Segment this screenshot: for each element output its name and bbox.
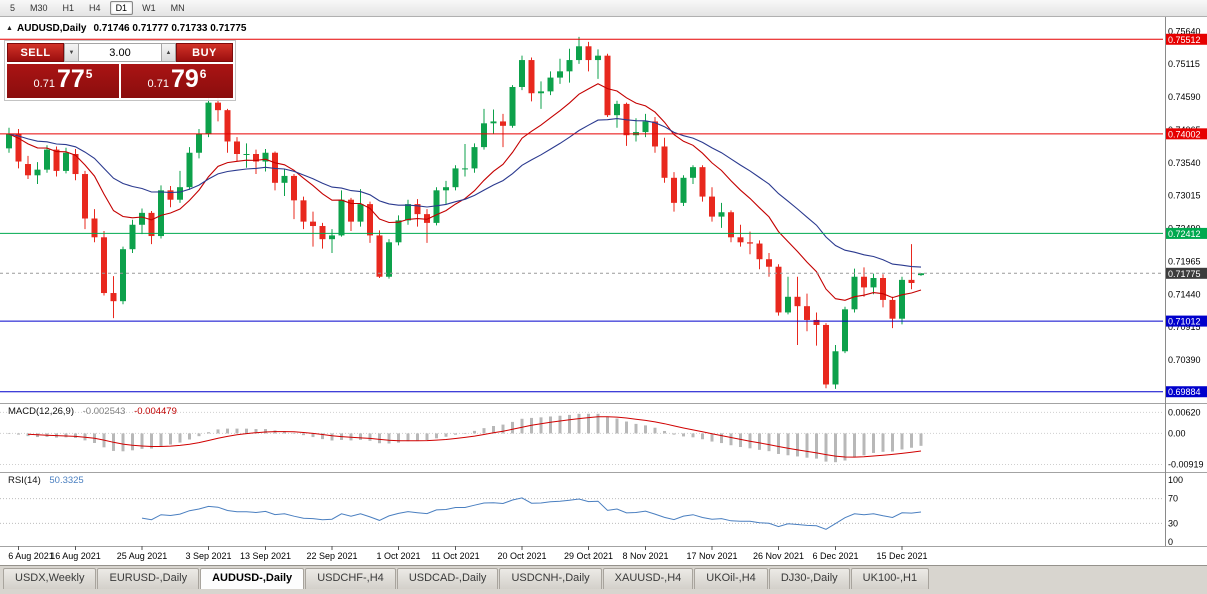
- buy-price-big: 79: [170, 65, 199, 93]
- svg-text:0.00: 0.00: [1168, 428, 1186, 438]
- sell-button[interactable]: SELL: [7, 43, 64, 62]
- buy-price-prefix: 0.71: [147, 78, 169, 90]
- rsi-name: RSI(14): [8, 475, 41, 486]
- chart-symbol-period: AUDUSD,Daily: [17, 23, 87, 34]
- svg-text:0.71775: 0.71775: [1168, 269, 1201, 279]
- svg-text:16 Aug 2021: 16 Aug 2021: [50, 551, 101, 561]
- buy-price-pip: 6: [199, 67, 207, 81]
- svg-text:0.75512: 0.75512: [1168, 35, 1201, 45]
- one-click-trading-panel: SELL ▼ ▲ BUY 0.71 77 5 0.71 79 6: [4, 40, 236, 101]
- candles-layer: [6, 36, 924, 389]
- price-line-labels: 0.75512 0.74002 0.72412 0.71012 0.69884 0.717…: [1166, 33, 1207, 398]
- svg-text:0.69884: 0.69884: [1168, 387, 1201, 397]
- svg-text:-0.00919: -0.00919: [1168, 460, 1204, 470]
- chevron-up-icon: ▲: [165, 49, 172, 56]
- collapse-panel-icon[interactable]: ▲: [6, 25, 13, 32]
- svg-text:0.73540: 0.73540: [1168, 158, 1201, 168]
- svg-text:20 Oct 2021: 20 Oct 2021: [497, 551, 546, 561]
- sell-price-pip: 5: [85, 67, 93, 81]
- svg-text:0.74590: 0.74590: [1168, 92, 1201, 102]
- sell-price-prefix: 0.71: [33, 78, 55, 90]
- macd-indicator-label: MACD(12,26,9) -0.002543 -0.004479: [8, 406, 177, 417]
- tab-xauusd-h4[interactable]: XAUUSD-,H4: [602, 568, 694, 589]
- tab-uk100-h1[interactable]: UK100-,H1: [850, 568, 930, 589]
- sell-price-big: 77: [56, 65, 85, 93]
- chevron-down-icon: ▼: [68, 49, 75, 56]
- timeframe-5[interactable]: 5: [10, 3, 16, 13]
- chart-canvas[interactable]: 0.756400.751150.745900.740650.735400.730…: [0, 17, 1207, 565]
- svg-text:0.70915: 0.70915: [1168, 322, 1201, 332]
- horizontal-lines-layer[interactable]: [0, 38, 1163, 393]
- svg-text:6 Dec 2021: 6 Dec 2021: [812, 551, 858, 561]
- tab-ukoil-h4[interactable]: UKOil-,H4: [694, 568, 768, 589]
- svg-text:0: 0: [1168, 537, 1173, 547]
- timeframe-toolbar: 5 M30 H1 H4 D1 W1 MN: [0, 0, 1207, 17]
- sell-price-display[interactable]: 0.71 77 5: [7, 64, 119, 98]
- volume-increment-button[interactable]: ▲: [161, 43, 176, 62]
- svg-text:11 Oct 2021: 11 Oct 2021: [431, 551, 479, 561]
- rsi-value: 50.3325: [49, 475, 84, 486]
- tab-usdx-weekly[interactable]: USDX,Weekly: [3, 568, 97, 589]
- timeframe-w1[interactable]: W1: [142, 3, 156, 13]
- svg-text:100: 100: [1168, 475, 1183, 485]
- svg-text:0.73015: 0.73015: [1168, 191, 1201, 201]
- svg-text:0.72412: 0.72412: [1168, 229, 1201, 239]
- svg-text:0.74002: 0.74002: [1168, 129, 1201, 139]
- svg-text:0.70390: 0.70390: [1168, 355, 1201, 365]
- timeframe-mn[interactable]: MN: [170, 3, 185, 13]
- rsi-indicator-label: RSI(14) 50.3325: [8, 475, 84, 486]
- timeframe-d1[interactable]: D1: [109, 1, 134, 15]
- timeframe-h4[interactable]: H4: [89, 3, 101, 13]
- tab-usdcad-daily[interactable]: USDCAD-,Daily: [396, 568, 499, 589]
- svg-text:70: 70: [1168, 494, 1178, 504]
- volume-decrement-button[interactable]: ▼: [64, 43, 79, 62]
- chart-tabs-bar: USDX,Weekly EURUSD-,Daily AUDUSD-,Daily USD…: [0, 565, 1207, 594]
- tab-usdchf-h4[interactable]: USDCHF-,H4: [305, 568, 396, 589]
- macd-main-value: -0.002543: [82, 406, 126, 417]
- svg-text:26 Nov 2021: 26 Nov 2021: [753, 551, 804, 561]
- macd-panel: 0.00620 0.00 -0.00919: [0, 407, 1204, 470]
- svg-text:15 Dec 2021: 15 Dec 2021: [876, 551, 927, 561]
- svg-text:0.71012: 0.71012: [1168, 317, 1201, 327]
- svg-text:22 Sep 2021: 22 Sep 2021: [306, 551, 357, 561]
- svg-text:0.00620: 0.00620: [1168, 407, 1201, 417]
- tab-eurusd-daily[interactable]: EURUSD-,Daily: [97, 568, 200, 589]
- timeframe-m30[interactable]: M30: [30, 3, 48, 13]
- svg-text:8 Nov 2021: 8 Nov 2021: [622, 551, 668, 561]
- svg-text:13 Sep 2021: 13 Sep 2021: [240, 551, 291, 561]
- moving-averages-layer: [8, 83, 922, 301]
- svg-text:0.75115: 0.75115: [1168, 59, 1200, 69]
- tab-usdcnh-daily[interactable]: USDCNH-,Daily: [499, 568, 602, 589]
- chart-window: 0.756400.751150.745900.740650.735400.730…: [0, 17, 1207, 565]
- tab-dj30-daily[interactable]: DJ30-,Daily: [768, 568, 850, 589]
- timeframe-h1[interactable]: H1: [62, 3, 75, 13]
- svg-text:30: 30: [1168, 518, 1178, 528]
- macd-name: MACD(12,26,9): [8, 406, 74, 417]
- chart-title: AUDUSD,Daily 0.71746 0.71777 0.71733 0.71…: [17, 23, 246, 34]
- macd-signal-value: -0.004479: [134, 406, 177, 417]
- volume-input[interactable]: [79, 43, 161, 62]
- svg-text:0.71440: 0.71440: [1168, 289, 1201, 299]
- svg-text:29 Oct 2021: 29 Oct 2021: [564, 551, 613, 561]
- svg-text:17 Nov 2021: 17 Nov 2021: [686, 551, 737, 561]
- svg-text:6 Aug 2021: 6 Aug 2021: [8, 551, 54, 561]
- svg-text:0.71965: 0.71965: [1168, 256, 1201, 266]
- chart-ohlc-values: 0.71746 0.71777 0.71733 0.71775: [93, 23, 247, 34]
- svg-text:1 Oct 2021: 1 Oct 2021: [376, 551, 420, 561]
- price-axis: 0.756400.751150.745900.740650.735400.730…: [1168, 26, 1201, 398]
- buy-price-display[interactable]: 0.71 79 6: [121, 64, 233, 98]
- svg-text:0.75640: 0.75640: [1168, 26, 1201, 36]
- svg-text:25 Aug 2021: 25 Aug 2021: [117, 551, 168, 561]
- rsi-panel: 100 70 30 0: [0, 475, 1183, 547]
- buy-button[interactable]: BUY: [176, 43, 233, 62]
- tab-audusd-daily[interactable]: AUDUSD-,Daily: [200, 568, 305, 589]
- svg-text:3 Sep 2021: 3 Sep 2021: [185, 551, 231, 561]
